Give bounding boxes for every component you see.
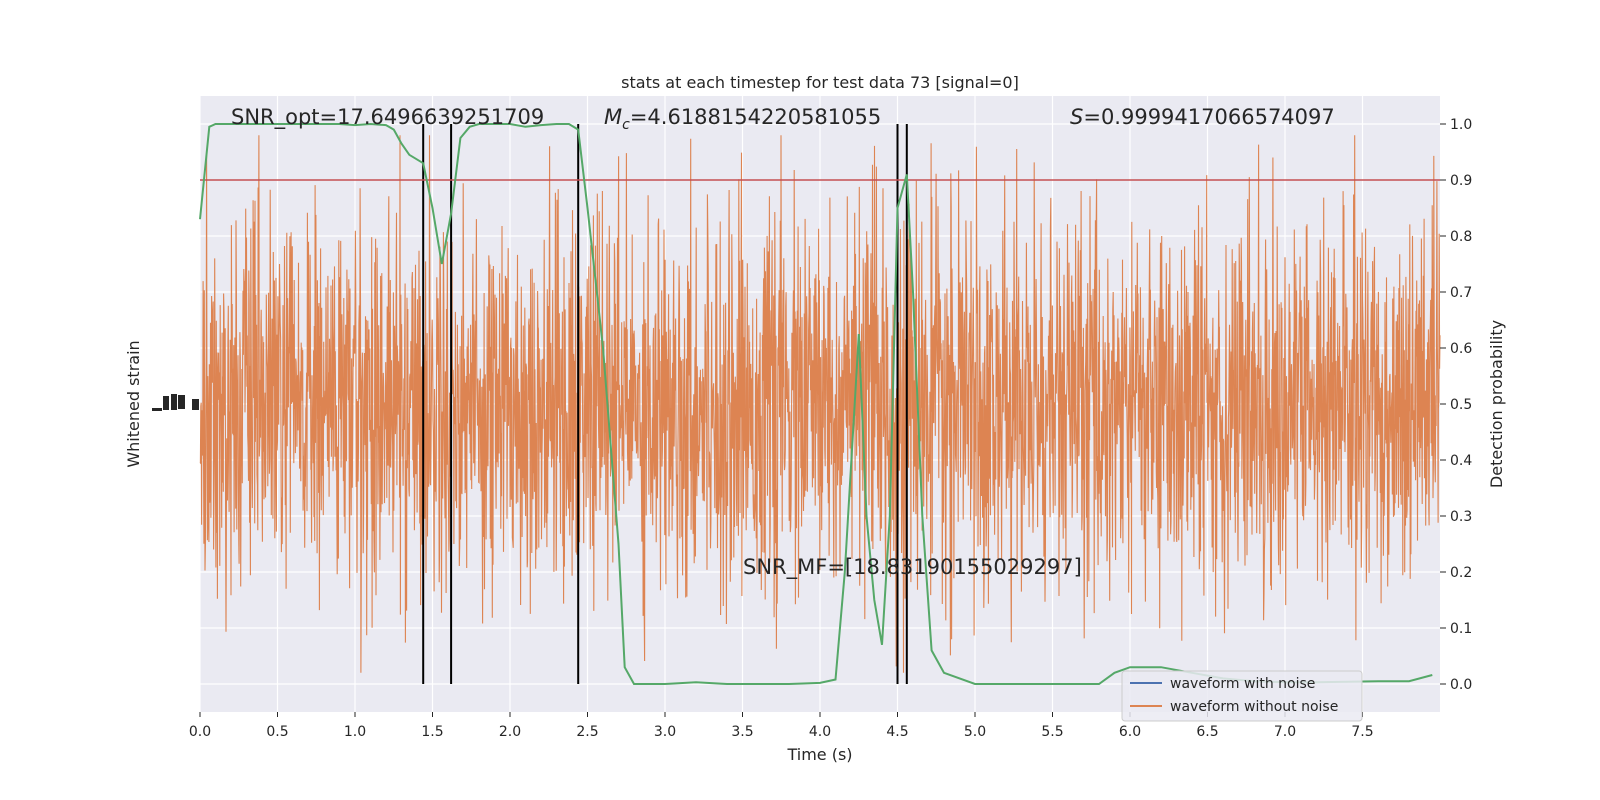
y-tick-label: 0.0 (1450, 677, 1472, 693)
x-tick-label: 0.0 (189, 724, 211, 740)
noise-waveform (199, 135, 1441, 673)
x-tick-label: 3.5 (731, 724, 753, 740)
x-tick-label: 7.0 (1274, 724, 1296, 740)
y-tick-label: 0.9 (1450, 173, 1472, 189)
probability-line (199, 122, 1433, 685)
x-tick-label: 4.5 (886, 724, 908, 740)
legend-label-without-noise: waveform without noise (1170, 699, 1338, 715)
y-tick-label: 0.6 (1450, 341, 1472, 357)
x-tick-label: 1.5 (421, 724, 443, 740)
legend-label-with-noise: waveform with noise (1170, 676, 1315, 692)
y-tick-label: 0.5 (1450, 397, 1472, 413)
y-tick-label: 1.0 (1450, 117, 1472, 133)
x-tick-label: 5.0 (964, 724, 986, 740)
x-tick-label: 7.5 (1351, 724, 1373, 740)
x-tick-label: 5.5 (1041, 724, 1063, 740)
y-tick-label: 0.4 (1450, 453, 1472, 469)
y-axis-label-left: Whitened strain (124, 340, 143, 467)
chart-title: stats at each timestep for test data 73 … (621, 73, 1019, 92)
x-tick-label: 2.0 (499, 724, 521, 740)
x-tick-label: 3.0 (654, 724, 676, 740)
legend-box (1121, 670, 1363, 722)
y-tick-label: 0.1 (1450, 621, 1472, 637)
annotation-spin: S=0.9999417066574097 (1070, 105, 1335, 129)
y-tick-label: 0.8 (1450, 229, 1472, 245)
left-axis-cluttered-ticks (152, 394, 199, 411)
y-tick-label: 0.3 (1450, 509, 1472, 525)
x-tick-label: 6.0 (1119, 724, 1141, 740)
annotation-chirp-mass: Mc=4.6188154220581055 (604, 105, 881, 133)
y-tick-label: 0.7 (1450, 285, 1472, 301)
legend: waveform with noise waveform without noi… (1121, 670, 1363, 722)
x-tick-label: 1.0 (344, 724, 366, 740)
x-tick-label: 4.0 (809, 724, 831, 740)
annotation-snr-opt: SNR_opt=17.6496639251709 (231, 105, 544, 130)
y-right-axis-ticks: 0.0 0.1 0.2 0.3 0.4 0.5 0.6 0.7 0.8 0.9 1.0 (1440, 117, 1472, 693)
y-axis-label-right: Detection probability (1487, 320, 1506, 488)
x-tick-label: 2.5 (576, 724, 598, 740)
probability-line-mark (199, 122, 1433, 685)
annotation-snr-mf: SNR_MF=[18.83190155029297] (743, 555, 1082, 580)
noise-line (199, 135, 1441, 673)
y-tick-label: 0.2 (1450, 565, 1472, 581)
x-axis-label: Time (s) (786, 745, 852, 764)
x-tick-label: 0.5 (266, 724, 288, 740)
x-axis-ticks: 0.0 0.5 1.0 1.5 2.0 2.5 3.0 3.5 4.0 4.5 5.0 5.5 6.0 6… (189, 712, 1374, 740)
x-tick-label: 6.5 (1196, 724, 1218, 740)
